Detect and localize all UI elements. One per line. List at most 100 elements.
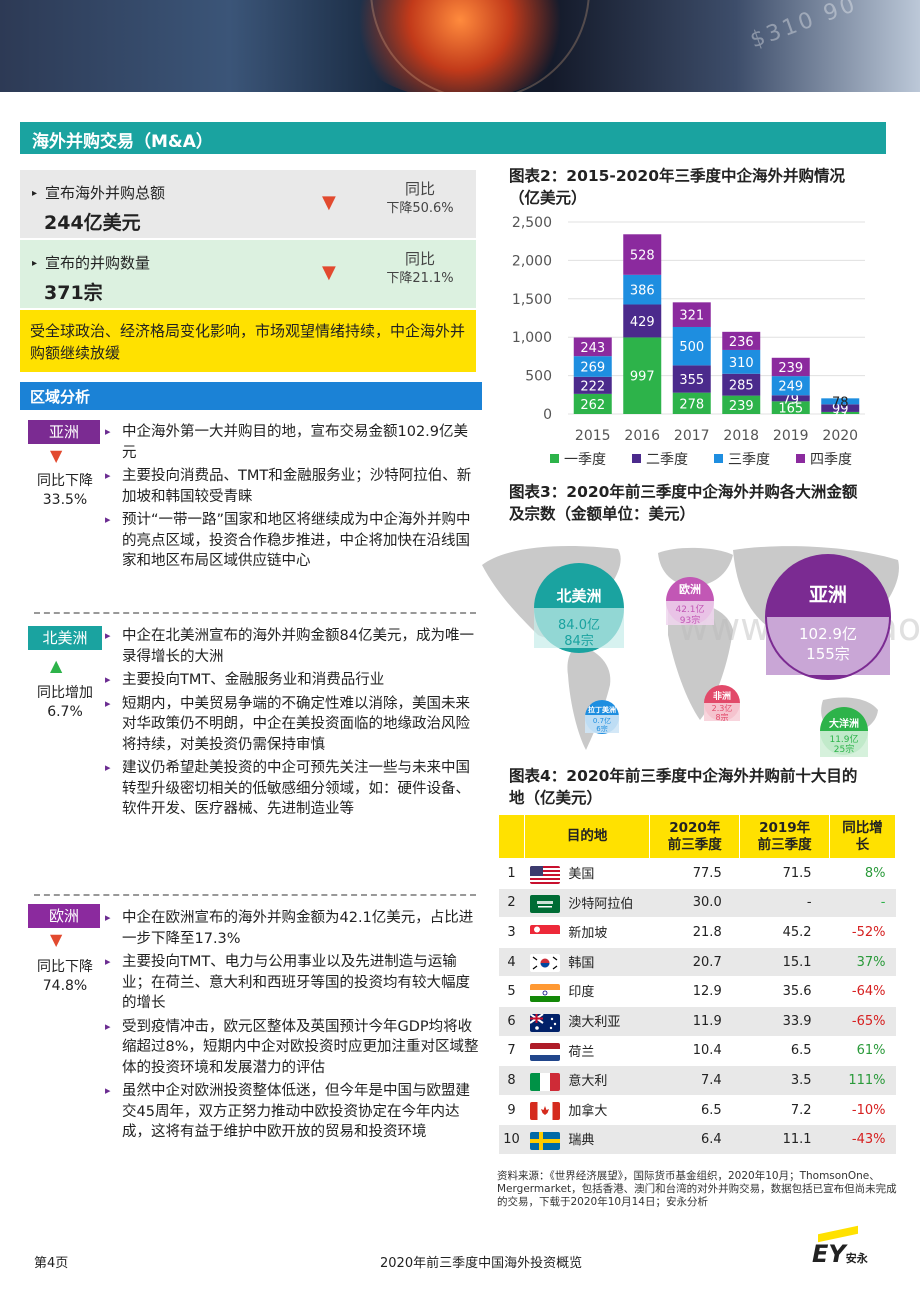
- svg-text:2.3亿: 2.3亿: [712, 703, 733, 713]
- bubble-latin-america: 拉丁美洲 0.7亿 6宗: [585, 700, 619, 734]
- bar-segment: [672, 302, 711, 327]
- y-tick-label: 500: [525, 369, 552, 385]
- value-2020-cell: 21.8: [649, 917, 740, 948]
- value-2020-cell: 6.5: [649, 1095, 740, 1126]
- value-2019-cell: 7.2: [739, 1095, 830, 1126]
- value-2019-cell: 15.1: [739, 947, 830, 978]
- header-banner: $310 90: [0, 0, 920, 92]
- stat-value: 371宗: [44, 282, 103, 304]
- svg-text:11.9亿: 11.9亿: [829, 733, 858, 745]
- table-row: 3 新加坡 21.8 45.2 -52%: [498, 917, 896, 948]
- stat-yoy: 同比 下降21.1%: [386, 250, 454, 286]
- value-2020-cell: 6.4: [649, 1124, 740, 1155]
- data-label: 239: [778, 361, 803, 376]
- data-label: 243: [580, 341, 605, 356]
- stacked-bar-chart: 0 500 1,000 1,500 2,000 2,500 262 222 269 243 2015…: [512, 215, 865, 468]
- country-cell: 加拿大: [524, 1095, 650, 1126]
- nl-flag-icon: [530, 1043, 561, 1062]
- col-header: 2019年前三季度: [739, 814, 831, 859]
- footer-title: 2020年前三季度中国海外投资概览: [380, 1256, 583, 1271]
- down-arrow-icon: ▼: [50, 930, 63, 949]
- value-2019-cell: 6.5: [739, 1036, 830, 1067]
- region-change: 同比下降33.5%: [37, 473, 93, 508]
- bar-segment: [771, 357, 810, 377]
- svg-text:155宗: 155宗: [806, 645, 850, 663]
- value-2020-cell: 7.4: [649, 1065, 740, 1096]
- divider: [34, 612, 476, 614]
- bar-segment: [573, 337, 612, 357]
- svg-text:84.0亿: 84.0亿: [558, 618, 600, 633]
- bar-segment: [771, 395, 810, 402]
- x-tick-label: 2020: [822, 428, 858, 444]
- data-label: 99: [832, 402, 849, 417]
- col-header: 目的地: [523, 814, 651, 859]
- table-header-row: 目的地 2020年前三季度 2019年前三季度 同比增长: [498, 814, 896, 859]
- figure3-title: 图表3：2020年前三季度中企海外并购各大洲金额及宗数（金额单位：美元）: [509, 483, 858, 523]
- data-label: 239: [729, 399, 754, 414]
- value-2019-cell: 45.2: [739, 917, 830, 948]
- bar-segment: [771, 401, 810, 414]
- bar-segment: [672, 392, 711, 414]
- growth-cell: 37%: [829, 947, 896, 978]
- source-note: 资料来源：《世界经济展望》，国际货币基金组织，2020年10月；ThomsonO…: [497, 1170, 897, 1208]
- bar-segment: [672, 365, 711, 393]
- table-row: 6 澳大利亚 11.9 33.9 -65%: [498, 1006, 896, 1037]
- legend-swatch: [550, 454, 559, 463]
- highlight-box: 受全球政治、经济格局变化影响，市场观望情绪持续，中企海外并购额继续放缓: [20, 310, 476, 372]
- bubble-oceania: 大洋洲 11.9亿 25宗: [820, 707, 868, 757]
- growth-cell: 8%: [829, 858, 896, 889]
- value-2020-cell: 11.9: [649, 1006, 740, 1037]
- y-tick-label: 2,500: [512, 215, 552, 231]
- value-2019-cell: -: [739, 888, 830, 919]
- col-header: 同比增长: [829, 814, 896, 859]
- x-tick-label: 2015: [575, 428, 611, 444]
- country-cell: 澳大利亚: [524, 1006, 650, 1037]
- rank-cell: 3: [498, 917, 525, 948]
- y-tick-label: 2,000: [512, 253, 552, 269]
- legend-swatch: [632, 454, 641, 463]
- svg-text:42.1亿: 42.1亿: [675, 603, 704, 615]
- data-label: 997: [630, 370, 655, 385]
- list-item: 主要投向消费品、TMT和金融服务业；沙特阿拉伯、新加坡和韩国较受青睐: [102, 466, 482, 507]
- rank-cell: 5: [498, 976, 525, 1007]
- region-change: 同比增加6.7%: [37, 685, 93, 720]
- legend-swatch: [796, 454, 805, 463]
- data-label: 528: [630, 249, 655, 264]
- region-change: 同比下降74.8%: [37, 959, 93, 994]
- country-cell: 意大利: [524, 1065, 650, 1096]
- legend-label: 一季度: [564, 452, 606, 468]
- bar-segment: [623, 304, 662, 338]
- region-bullets: 中企在北美洲宣布的海外并购金额84亿美元，成为唯一录得增长的大洲 主要投向TMT…: [102, 626, 482, 823]
- value-2019-cell: 35.6: [739, 976, 830, 1007]
- bar-segment: [623, 274, 662, 305]
- svg-text:大洋洲: 大洋洲: [829, 717, 859, 730]
- legend-swatch: [714, 454, 723, 463]
- list-item: 中企海外第一大并购目的地，宣布交易金额102.9亿美元: [102, 422, 482, 463]
- value-2019-cell: 3.5: [739, 1065, 830, 1096]
- legend-label: 三季度: [728, 452, 770, 468]
- kr-flag-icon: [530, 954, 561, 973]
- svg-text:亚洲: 亚洲: [809, 584, 847, 606]
- bar-segment: [722, 331, 761, 350]
- svg-text:非洲: 非洲: [713, 690, 731, 702]
- bubble-asia: 亚洲 102.9亿 155宗: [765, 554, 891, 680]
- growth-cell: 111%: [829, 1065, 896, 1096]
- region-tag: 亚洲: [28, 420, 100, 444]
- data-label: 249: [778, 380, 803, 395]
- list-item: 预计“一带一路”国家和地区将继续成为中企海外并购中的亮点区域，投资合作稳步推进，…: [102, 510, 482, 572]
- country-cell: 美国: [524, 858, 650, 889]
- bar-segment: [722, 349, 761, 374]
- value-2020-cell: 20.7: [649, 947, 740, 978]
- rank-cell: 7: [498, 1036, 525, 1067]
- country-cell: 韩国: [524, 947, 650, 978]
- list-item: 主要投向TMT、电力与公用事业以及先进制造与运输业；在荷兰、意大利和西班牙等国的…: [102, 952, 482, 1014]
- bar-segment: [722, 373, 761, 396]
- country-cell: 新加坡: [524, 917, 650, 948]
- rank-cell: 6: [498, 1006, 525, 1037]
- in-flag-icon: [530, 983, 561, 1002]
- stat-label: 宣布的并购数量: [32, 252, 150, 273]
- country-cell: 印度: [524, 976, 650, 1007]
- down-arrow-icon: ▼: [322, 192, 336, 213]
- data-label: 310: [729, 356, 754, 371]
